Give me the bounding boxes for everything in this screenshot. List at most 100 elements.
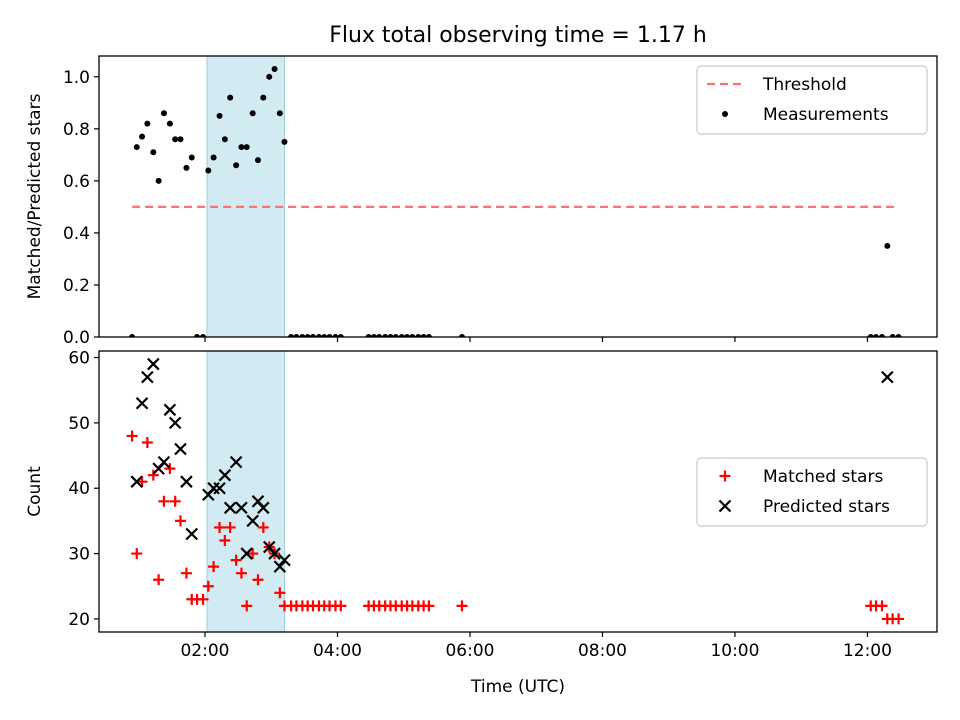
measurement-point — [370, 334, 377, 337]
matched-star-point — [893, 613, 905, 625]
measurement-point — [221, 136, 228, 143]
measurement-point — [387, 334, 394, 337]
measurement-point — [238, 144, 245, 151]
y-axis-label: Matched/Predicted stars — [25, 93, 45, 299]
axes-frame — [98, 350, 938, 633]
measurement-point — [150, 149, 157, 156]
predicted-star-point — [185, 527, 199, 541]
predicted-star-point — [157, 455, 171, 469]
panel-top-ratio: 0.0 0.2 0.4 0.6 0.8 1.0 Matched/Predicted star… — [25, 55, 938, 348]
matched-star-point — [197, 593, 209, 605]
measurement-point — [326, 334, 333, 337]
y-tick-label: 40 — [68, 479, 90, 499]
y-tick-label: 1.0 — [63, 68, 90, 88]
x-axis-label: Time (UTC) — [470, 677, 565, 697]
plot-area — [129, 56, 902, 337]
matched-star-point — [257, 521, 269, 533]
y-tick-label: 0.0 — [63, 328, 90, 348]
measurement-point — [376, 334, 383, 337]
measurement-point — [200, 334, 207, 337]
matched-star-point — [126, 430, 138, 442]
predicted-star-point — [235, 501, 248, 515]
shaded-interval — [206, 56, 285, 337]
y-tick-label: 20 — [68, 610, 90, 630]
predicted-star-point — [273, 560, 287, 573]
measurement-point — [299, 334, 306, 337]
measurement-point — [144, 120, 151, 127]
x-tick-label: 10:00 — [710, 641, 759, 661]
measurement-point — [172, 136, 179, 143]
measurement-point — [249, 110, 256, 117]
measurement-point — [233, 162, 240, 169]
matched-star-point — [335, 600, 347, 612]
matched-star-point — [180, 567, 192, 579]
matched-star-point — [252, 574, 264, 586]
matched-star-point — [174, 515, 186, 527]
predicted-star-point — [130, 475, 144, 488]
matched-star-point — [141, 436, 153, 448]
matched-star-point — [164, 463, 176, 475]
measurement-point — [382, 334, 389, 337]
measurement-point — [315, 334, 322, 337]
measurement-point — [160, 110, 167, 117]
measurement-point — [409, 334, 416, 337]
measurement-point — [129, 334, 136, 337]
measurement-point — [260, 94, 267, 101]
measurement-point — [425, 334, 432, 337]
matched-star-point — [456, 600, 468, 612]
panel-bottom-counts: 20 30 40 50 60 02:00 04:00 06:00 08:00 10:00 12:00… — [25, 349, 938, 697]
y-tick-label: 50 — [68, 414, 90, 434]
measurement-point — [194, 334, 201, 337]
measurement-point — [879, 334, 886, 337]
measurement-point — [205, 167, 212, 174]
figure-title: Flux total observing time = 1.17 h — [329, 23, 707, 48]
measurement-point — [271, 66, 278, 73]
y-tick-label: 30 — [68, 545, 90, 565]
legend-matched-swatch — [719, 470, 731, 482]
y-tick-label: 0.2 — [63, 276, 90, 296]
x-tick-label: 02:00 — [180, 641, 229, 661]
predicted-star-point — [180, 475, 193, 488]
measurement-point — [398, 334, 405, 337]
measurement-point — [227, 94, 234, 101]
measurement-point — [243, 144, 250, 151]
matched-star-point — [169, 495, 181, 507]
measurement-point — [210, 154, 217, 161]
measurement-point — [276, 110, 283, 117]
measurement-point — [337, 334, 344, 337]
predicted-star-point — [257, 501, 270, 515]
legend-label: Threshold — [762, 75, 847, 95]
measurement-point — [155, 177, 162, 184]
axes-frame — [98, 55, 938, 338]
measurement-point — [332, 334, 339, 337]
predicted-star-point — [229, 455, 243, 469]
predicted-star-point — [881, 370, 894, 384]
predicted-star-point — [278, 553, 291, 567]
matched-star-point — [423, 600, 435, 612]
matched-star-point — [247, 548, 259, 560]
predicted-star-point — [163, 403, 177, 417]
measurement-point — [873, 334, 880, 337]
measurement-point — [321, 334, 328, 337]
measurement-point — [293, 334, 300, 337]
matched-star-point — [219, 535, 231, 547]
legend: Threshold Measurements — [696, 65, 928, 135]
matched-star-point — [208, 561, 220, 573]
matched-star-point — [147, 469, 159, 481]
measurement-point — [177, 136, 184, 143]
measurement-point — [188, 154, 195, 161]
measurement-point — [365, 334, 372, 337]
predicted-star-point — [223, 501, 237, 515]
matched-star-point — [235, 567, 247, 579]
x-tick-label: 12:00 — [843, 641, 892, 661]
y-tick-label: 0.8 — [63, 120, 90, 140]
predicted-star-point — [168, 416, 182, 430]
measurement-point — [415, 334, 422, 337]
matched-star-point — [214, 521, 226, 533]
matched-star-point — [224, 521, 236, 533]
measurement-point — [139, 133, 146, 140]
predicted-star-point — [141, 370, 154, 384]
matched-star-point — [241, 600, 253, 612]
measurement-point — [183, 164, 190, 171]
